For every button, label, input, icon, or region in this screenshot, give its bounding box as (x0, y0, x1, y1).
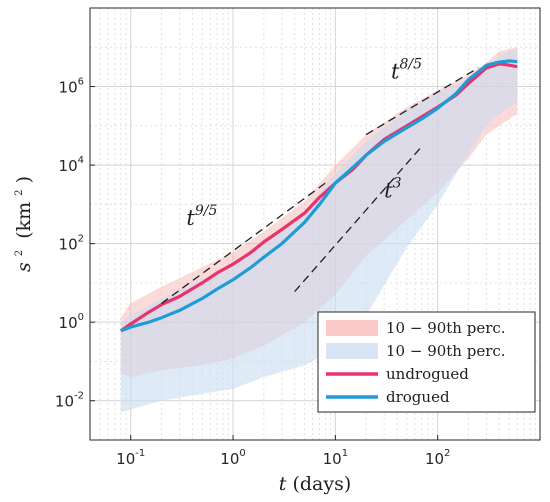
legend-item-undrogued: undrogued (326, 365, 469, 383)
legend: 10 − 90th perc. 10 − 90th perc. undrogue… (317, 311, 536, 413)
x-axis-variable: t (279, 473, 287, 495)
bands (120, 47, 518, 413)
y-tick-label: 104 (59, 155, 84, 175)
x-axis-label: t (days) (279, 473, 352, 495)
legend-swatch (326, 343, 378, 359)
legend-swatch (326, 320, 378, 336)
reference-line-label: t8/5 (391, 57, 422, 84)
series-line-drogued (120, 59, 518, 333)
x-tick-label: 102 (425, 448, 450, 468)
legend-label: undrogued (386, 365, 469, 383)
reference-label-base: t (391, 60, 400, 84)
y-tick-label: 100 (59, 312, 84, 332)
band-1 (120, 49, 518, 413)
y-tick-label: 102 (59, 234, 84, 254)
y-axis-unit: (km (13, 202, 35, 239)
reference-line (161, 182, 326, 304)
reference-label-exponent: 8/5 (399, 57, 422, 73)
legend-item-drogued: drogued (326, 388, 450, 406)
x-tick-label: 10-1 (116, 448, 145, 468)
reference-label-base: t (186, 206, 195, 230)
legend-item-undrogued-band: 10 − 90th perc. (326, 319, 506, 337)
y-axis-label: s 2 (km 2 ) (5, 176, 35, 272)
series-line-undrogued (119, 62, 518, 333)
x-axis-unit: (days) (292, 473, 351, 495)
y-tick-label: 106 (59, 77, 84, 97)
reference-label-exponent: 3 (393, 175, 402, 191)
x-tick-label: 100 (220, 448, 245, 468)
plot-frame (89, 7, 541, 441)
reference-label-base: t (384, 178, 393, 202)
axis-ticks: 10-1 100 101 102 10-2 100 102 104 106 (55, 77, 450, 468)
y-axis-unit-close: ) (13, 176, 35, 183)
series-lines (119, 59, 518, 333)
legend-label: drogued (386, 388, 450, 406)
y-axis-variable: s (13, 262, 35, 272)
reference-line-label: t3 (384, 175, 401, 202)
reference-line-label: t9/5 (186, 203, 217, 230)
y-axis-variable-exponent: 2 (14, 250, 25, 256)
y-tick-label: 10-2 (55, 391, 84, 411)
x-tick-label: 101 (323, 448, 348, 468)
reference-line (294, 145, 423, 293)
y-axis-unit-exponent: 2 (14, 189, 25, 195)
reference-line (365, 67, 479, 136)
legend-label: 10 − 90th perc. (386, 319, 506, 337)
legend-item-drogued-band: 10 − 90th perc. (326, 342, 506, 360)
reference-label-exponent: 9/5 (195, 203, 218, 219)
legend-label: 10 − 90th perc. (386, 342, 506, 360)
